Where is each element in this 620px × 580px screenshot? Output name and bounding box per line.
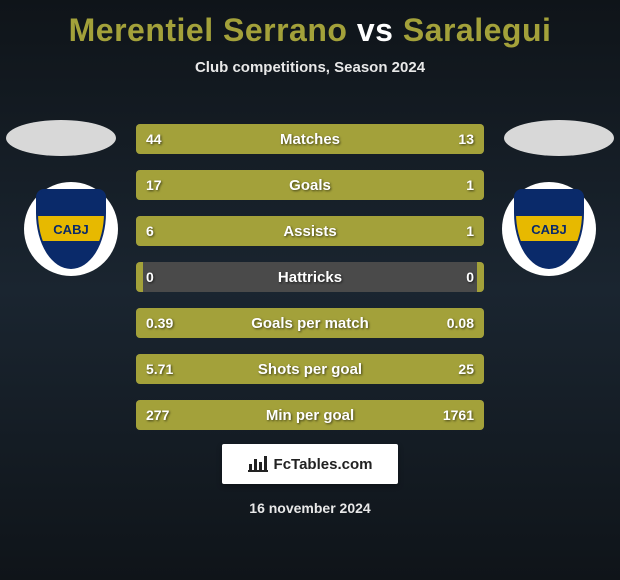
stat-value-right: 0 <box>456 262 484 292</box>
stat-value-left: 277 <box>136 400 179 430</box>
stat-label: Goals per match <box>136 308 484 338</box>
stat-row: Min per goal277 1761 <box>136 400 484 430</box>
stat-value-left: 6 <box>136 216 164 246</box>
stat-label: Goals <box>136 170 484 200</box>
stat-label: Min per goal <box>136 400 484 430</box>
stat-value-right: 1 <box>456 170 484 200</box>
fctables-watermark: FcTables.com <box>222 444 398 484</box>
title-player-left: Merentiel Serrano <box>69 12 348 48</box>
club-abbr-right: CABJ <box>529 222 568 237</box>
player-photo-placeholder-left <box>6 120 116 156</box>
snapshot-date: 16 november 2024 <box>0 500 620 516</box>
stat-row: Matches44 13 <box>136 124 484 154</box>
stat-value-left: 0 <box>136 262 164 292</box>
club-badge-left: CABJ <box>24 182 118 276</box>
title-player-right: Saralegui <box>403 12 552 48</box>
stat-row: Goals per match0.39 0.08 <box>136 308 484 338</box>
stat-row: Shots per goal5.71 25 <box>136 354 484 384</box>
subtitle: Club competitions, Season 2024 <box>0 59 620 76</box>
stat-value-left: 5.71 <box>136 354 183 384</box>
stat-value-right: 0.08 <box>437 308 484 338</box>
stat-row: Goals17 1 <box>136 170 484 200</box>
stat-label: Hattricks <box>136 262 484 292</box>
watermark-text: FcTables.com <box>274 456 373 473</box>
bar-chart-icon <box>248 456 268 472</box>
title-vs: vs <box>357 12 394 48</box>
stat-value-right: 25 <box>448 354 484 384</box>
stat-row: Assists6 1 <box>136 216 484 246</box>
player-photo-placeholder-right <box>504 120 614 156</box>
stat-value-right: 1761 <box>433 400 484 430</box>
comparison-title: Merentiel Serrano vs Saralegui <box>0 0 620 49</box>
stat-label: Assists <box>136 216 484 246</box>
stat-value-left: 44 <box>136 124 172 154</box>
stat-label: Matches <box>136 124 484 154</box>
stat-row: Hattricks0 0 <box>136 262 484 292</box>
stat-value-left: 0.39 <box>136 308 183 338</box>
stat-value-right: 1 <box>456 216 484 246</box>
club-badge-right: CABJ <box>502 182 596 276</box>
stat-label: Shots per goal <box>136 354 484 384</box>
stats-table: Matches4413Goals171Assists61Hattricks00G… <box>136 124 484 446</box>
club-crest-icon: CABJ <box>514 189 584 269</box>
club-crest-icon: CABJ <box>36 189 106 269</box>
stat-value-right: 13 <box>448 124 484 154</box>
stat-value-left: 17 <box>136 170 172 200</box>
club-abbr-left: CABJ <box>51 222 90 237</box>
